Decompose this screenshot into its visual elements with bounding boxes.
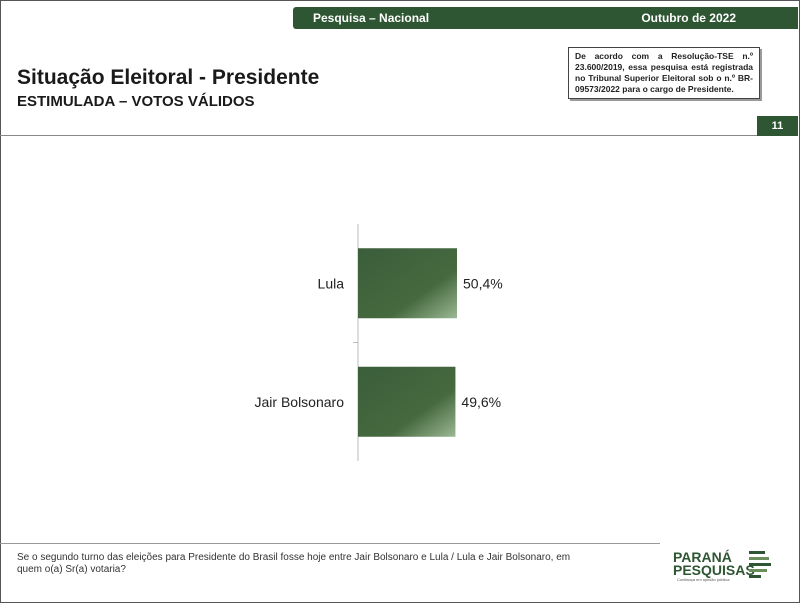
bar-lula [358, 248, 457, 319]
footer-divider [0, 543, 660, 544]
logo-line2: PESQUISAS [673, 562, 755, 578]
logo-tagline: Confiança em opinião pública [677, 577, 730, 582]
question-footnote: Se o segundo turno das eleições para Pre… [17, 552, 571, 575]
survey-date-label: Outubro de 2022 [641, 11, 736, 25]
survey-scope-label: Pesquisa – Nacional [313, 11, 430, 25]
bar-jair-bolsonaro [358, 366, 456, 437]
category-label: Jair Bolsonaro [255, 394, 345, 410]
header-bar: Pesquisa – Nacional Outubro de 2022 [293, 7, 798, 29]
parana-pesquisas-logo: PARANÁ PESQUISAS Confiança em opinião pú… [673, 549, 773, 585]
page-title: Situação Eleitoral - Presidente [17, 66, 320, 89]
logo-line1: PARANÁ [673, 549, 732, 565]
tse-registration-note: De acordo com a Resolução-TSE n.º 23.600… [568, 47, 760, 99]
category-label: Lula [318, 275, 345, 291]
page-subtitle: ESTIMULADA – VOTOS VÁLIDOS [17, 93, 255, 110]
header-divider [0, 135, 757, 136]
page-number-badge: 11 [757, 116, 798, 136]
value-label: 50,4% [463, 275, 503, 291]
logo-mark: PARANÁ PESQUISAS Confiança em opinião pú… [673, 549, 771, 582]
value-label: 49,6% [461, 394, 501, 410]
